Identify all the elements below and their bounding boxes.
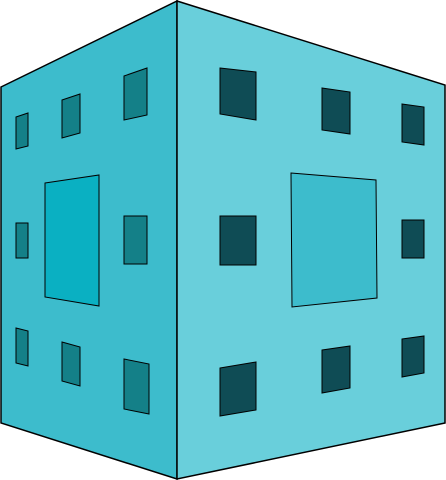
- right-hole-middle-left: [219, 215, 257, 266]
- left-hole-top-middle: [61, 93, 81, 139]
- left-hole-bottom-middle: [61, 341, 81, 387]
- right-hole-top-left: [219, 67, 257, 121]
- right-hole-bottom-left: [219, 361, 257, 417]
- left-hole-middle-left: [15, 222, 29, 259]
- right-hole-bottom-middle: [321, 345, 351, 394]
- right-hole-bottom-right: [401, 335, 425, 378]
- right-hole-top-middle: [321, 87, 351, 135]
- left-hole-top-right: [123, 67, 148, 121]
- right-face-small-holes: [219, 67, 425, 417]
- left-face-small-holes: [15, 67, 150, 415]
- left-hole-middle-right: [123, 215, 148, 265]
- right-hole-middle-right: [401, 219, 425, 259]
- left-face-center-hole: [44, 174, 100, 307]
- left-hole-bottom-right: [123, 358, 150, 415]
- left-hole-bottom-left: [15, 327, 29, 367]
- right-hole-top-right: [401, 103, 425, 146]
- left-hole-top-left: [15, 112, 29, 150]
- right-face-center-hole: [290, 172, 378, 308]
